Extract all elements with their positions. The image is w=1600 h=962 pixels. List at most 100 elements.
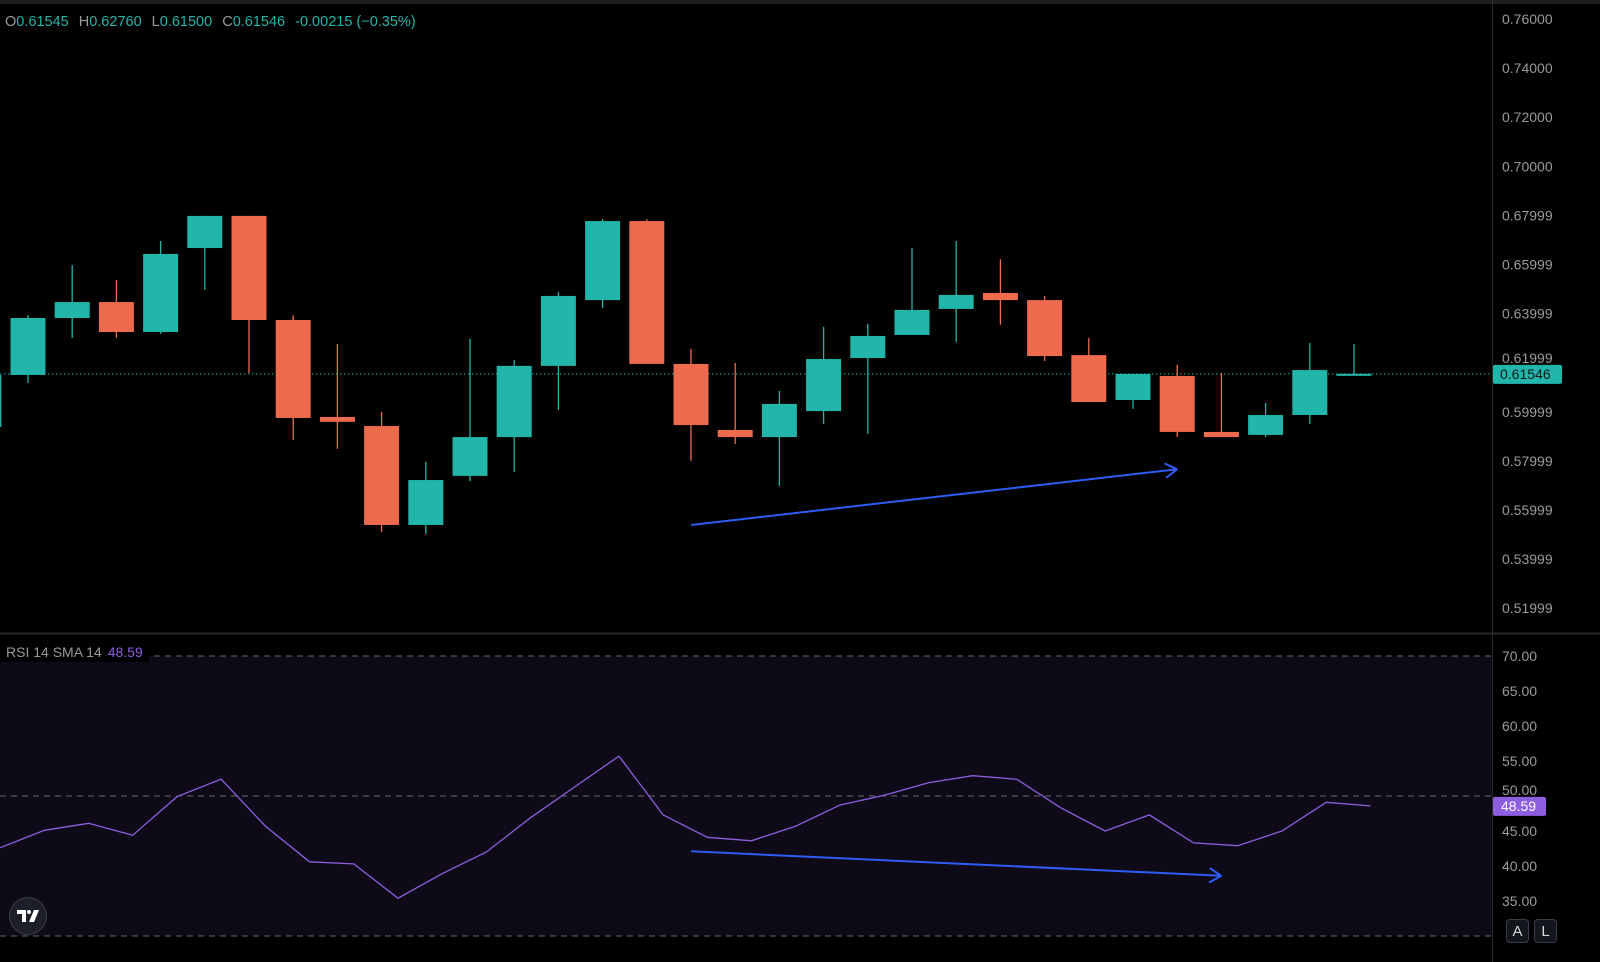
candle-body: [319, 416, 355, 422]
rsi-legend[interactable]: RSI 14 SMA 14 48.59: [0, 642, 149, 662]
candle-body: [275, 319, 311, 418]
candle: [1071, 337, 1107, 402]
last-price-tag: [1493, 364, 1562, 384]
top-border: [0, 0, 1600, 4]
candle: [408, 461, 444, 535]
candle: [540, 291, 576, 411]
candle-body: [982, 292, 1018, 301]
candle: [938, 240, 974, 343]
candle-body: [364, 426, 400, 525]
rsi-value: 48.59: [107, 644, 143, 660]
close-key: C: [222, 14, 233, 30]
candle-body: [540, 295, 576, 366]
price-tick-label: 0.57999: [1502, 453, 1553, 469]
rsi-tick-label: 35.00: [1502, 893, 1537, 909]
price-tick-label: 0.63999: [1502, 306, 1553, 322]
rsi-tick-label: 50.00: [1502, 782, 1537, 798]
candle-body: [408, 480, 444, 525]
candle-body: [1248, 414, 1284, 435]
low-value: 0.61500: [159, 14, 213, 30]
price-tick-label: 0.76000: [1502, 11, 1553, 27]
last-price-label: 0.61546: [1500, 366, 1551, 382]
candle: [717, 362, 753, 444]
candle-body: [629, 221, 665, 364]
candle-body: [1159, 375, 1195, 432]
candle: [673, 348, 709, 461]
rsi-tick-label: 55.00: [1502, 753, 1537, 769]
rsi-trend-arrow-head: [1209, 867, 1222, 877]
price-tick-label: 0.53999: [1502, 551, 1553, 567]
candle-body: [938, 294, 974, 309]
rsi-trend-arrow-line: [690, 850, 1222, 877]
candle-body: [673, 363, 709, 426]
price-tick-label: 0.51999: [1502, 600, 1553, 616]
candle: [231, 215, 267, 374]
price-tick-label: 0.67999: [1502, 207, 1553, 223]
price-tick-label: 0.72000: [1502, 109, 1553, 125]
price-tick-label: 0.65999: [1502, 257, 1553, 273]
candle: [496, 359, 532, 472]
rsi-name: RSI 14 SMA 14: [6, 644, 102, 660]
candle-body: [1292, 370, 1328, 415]
candle: [806, 326, 842, 425]
candle-body: [850, 335, 886, 359]
candle-body: [894, 309, 930, 335]
candle-body: [54, 302, 90, 319]
candle: [0, 374, 2, 428]
candle: [1027, 295, 1063, 361]
rsi-tick-label: 45.00: [1502, 823, 1537, 839]
candle: [275, 315, 311, 441]
rsi-value-tag: [1493, 796, 1546, 816]
candle-body: [231, 215, 267, 320]
candle-body: [496, 365, 532, 438]
price-trend-arrow-line: [690, 468, 1178, 526]
candle-body: [1115, 373, 1151, 401]
rsi-trend-arrow-head: [1208, 874, 1222, 884]
rsi-trend-arrow: [690, 850, 1222, 884]
candle: [894, 248, 930, 335]
candle-body: [806, 359, 842, 412]
price-tick-label: 0.59999: [1502, 404, 1553, 420]
open-key: O: [5, 14, 17, 30]
candle: [1248, 402, 1284, 438]
candle-body: [761, 403, 797, 438]
candle: [1115, 373, 1151, 409]
candle-body: [10, 318, 46, 375]
tradingview-logo-icon[interactable]: [9, 897, 47, 935]
ohlc-legend: O0.61545 H0.62760 L0.61500 C0.61546 -0.0…: [5, 14, 422, 30]
candle-body: [717, 429, 753, 438]
high-value: 0.62760: [89, 14, 142, 30]
candle: [1292, 343, 1328, 425]
candle: [1203, 373, 1239, 438]
candle-body: [1203, 431, 1239, 438]
auto-scale-button[interactable]: A: [1506, 919, 1529, 943]
candle-body: [1071, 355, 1107, 402]
rsi-value-tag-label: 48.59: [1501, 798, 1536, 814]
candle-body: [0, 374, 2, 428]
rsi-tick-label: 70.00: [1502, 648, 1537, 664]
candle: [1159, 364, 1195, 438]
change-value: -0.00215 (−0.35%): [295, 14, 416, 30]
open-value: 0.61545: [16, 14, 69, 30]
candle: [98, 279, 134, 338]
candle: [187, 215, 223, 291]
candle-body: [1027, 300, 1063, 357]
candle-body: [1336, 373, 1372, 376]
candle-body: [585, 221, 621, 301]
rsi-tick-label: 65.00: [1502, 683, 1537, 699]
high-key: H: [78, 14, 90, 30]
candle: [982, 259, 1018, 325]
price-tick-label: 0.70000: [1502, 158, 1553, 174]
rsi-tick-label: 40.00: [1502, 858, 1537, 874]
close-value: 0.61546: [232, 14, 286, 30]
candle: [10, 315, 46, 384]
price-tick-label: 0.61999: [1502, 350, 1553, 366]
candle: [1336, 344, 1372, 376]
candle: [452, 338, 488, 482]
price-tick-label: 0.74000: [1502, 60, 1553, 76]
rsi-tick-label: 60.00: [1502, 718, 1537, 734]
candle: [585, 219, 621, 308]
log-scale-button[interactable]: L: [1534, 919, 1557, 943]
candle-body: [98, 302, 134, 333]
